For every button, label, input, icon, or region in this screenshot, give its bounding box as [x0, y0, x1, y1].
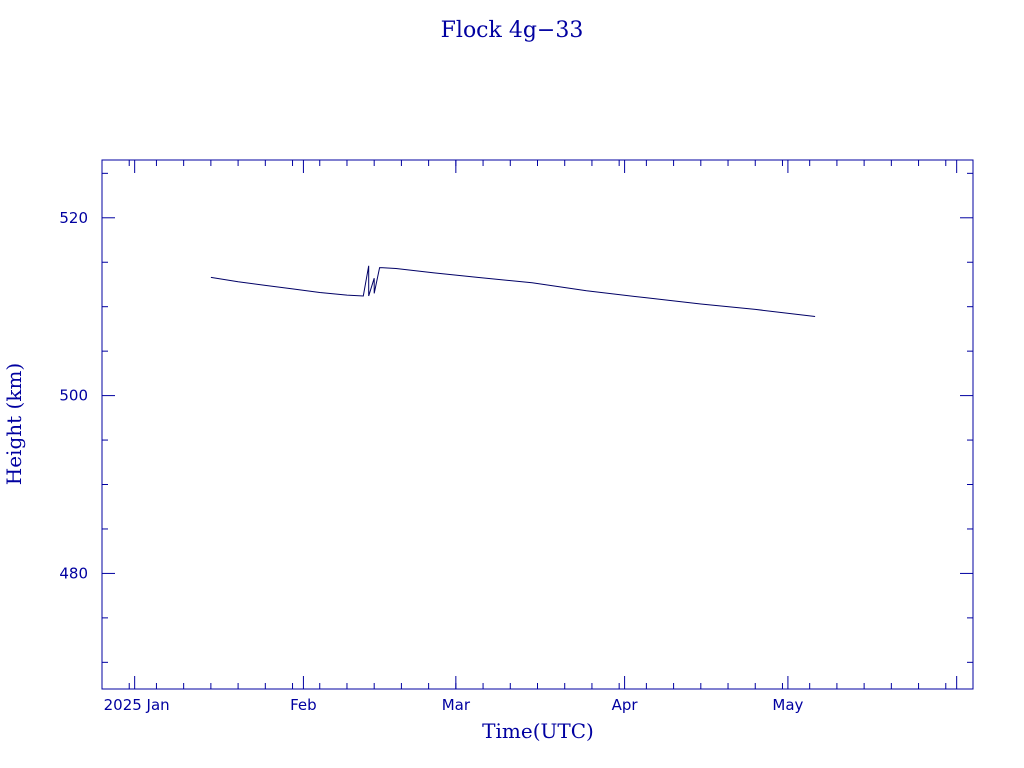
y-tick-label: 520 — [59, 209, 88, 227]
x-tick-label: Mar — [442, 696, 471, 714]
y-axis-tick-labels: 480 500 520 — [59, 209, 88, 583]
x-axis-ticks — [101, 160, 974, 689]
height-series-line — [210, 265, 816, 317]
y-tick-label: 480 — [59, 564, 88, 582]
y-axis-ticks — [102, 172, 973, 663]
chart-title: Flock 4g−33 — [441, 18, 584, 43]
x-axis-label: Time(UTC) — [482, 719, 594, 743]
x-tick-label: 2025 Jan — [104, 696, 170, 714]
y-tick-label: 500 — [59, 387, 88, 405]
x-tick-label: Feb — [290, 696, 317, 714]
x-tick-label: Apr — [612, 696, 639, 714]
plot-frame — [101, 159, 974, 690]
y-axis-label: Height (km) — [2, 363, 26, 485]
x-tick-label: May — [772, 696, 803, 714]
x-axis-tick-labels: 2025 Jan Feb Mar Apr May — [104, 696, 804, 714]
